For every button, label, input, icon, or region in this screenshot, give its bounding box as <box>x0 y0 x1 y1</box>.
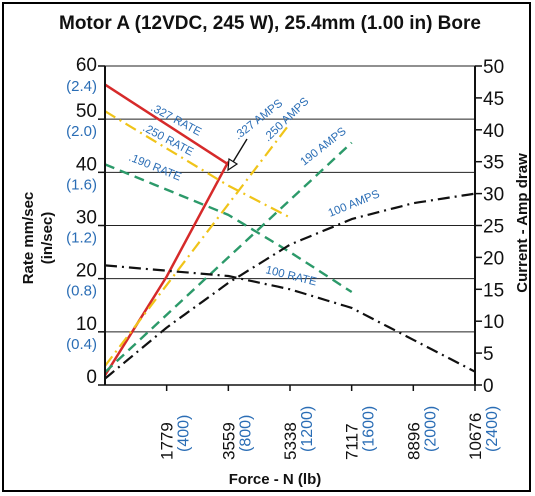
series-line <box>104 110 291 219</box>
y-right-tick-label: 10 <box>483 312 504 333</box>
series-line <box>103 161 230 377</box>
series-label: 190 AMPS <box>298 125 348 168</box>
y-right-tick-label: 40 <box>483 121 504 142</box>
axes <box>98 65 482 391</box>
y-right-tick-label: 5 <box>483 344 494 365</box>
y-left-axis-subtitle: (in/sec) <box>39 212 56 265</box>
y-left-tick-alt-label: (0.8) <box>66 283 97 300</box>
y-right-tick-label: 30 <box>483 185 504 206</box>
arrow-head <box>227 157 239 172</box>
x-tick-label: 8896 <box>404 422 423 460</box>
y-right-tick-label: 50 <box>483 57 504 78</box>
y-left-tick-alt-label: (1.6) <box>66 176 97 193</box>
chart-frame: Motor A (12VDC, 245 W), 25.4mm (1.00 in)… <box>2 2 531 492</box>
y-left-tick-alt-label: (2.0) <box>66 123 97 140</box>
y-left-tick-label: 50 <box>76 101 97 122</box>
x-tick-alt-label: (1600) <box>361 406 378 452</box>
y-left-tick-label: 40 <box>76 154 97 175</box>
y-right-tick-label: 0 <box>483 376 494 397</box>
x-tick-alt-label: (800) <box>237 415 254 452</box>
y-right-tick-label: 45 <box>483 89 504 110</box>
tick-labels: 010(0.4)20(0.8)30(1.2)40(1.6)50(2.0)60(2… <box>66 55 504 460</box>
y-right-tick-label: 15 <box>483 280 504 301</box>
y-left-tick-label: 30 <box>76 208 97 229</box>
x-tick-label: 3559 <box>219 422 238 460</box>
y-left-tick-alt-label: (0.4) <box>66 336 97 353</box>
y-left-axis-title: Rate mm/sec <box>20 192 37 285</box>
series-line <box>104 122 291 367</box>
y-right-tick-label: 25 <box>483 217 504 238</box>
series-line <box>104 163 353 294</box>
series-line <box>104 83 229 166</box>
y-left-tick-label: 20 <box>76 261 97 282</box>
y-right-tick-label: 20 <box>483 248 504 269</box>
x-tick-alt-label: (2400) <box>484 406 501 452</box>
x-tick-alt-label: (2000) <box>422 406 439 452</box>
x-tick-label: 5338 <box>281 422 300 460</box>
series-line <box>104 264 476 373</box>
x-axis-title: Force - N (lb) <box>229 471 322 488</box>
x-tick-label: 7117 <box>343 423 362 460</box>
y-left-tick-alt-label: (2.4) <box>66 78 97 95</box>
series-label: .250 AMPS <box>262 95 312 144</box>
x-tick-label: 10676 <box>466 413 485 460</box>
x-tick-label: 1779 <box>158 422 177 460</box>
y-left-tick-label: 60 <box>76 55 97 76</box>
y-left-tick-alt-label: (1.2) <box>66 230 97 247</box>
series-line <box>104 141 353 374</box>
x-tick-alt-label: (1200) <box>299 406 316 452</box>
chart-title: Motor A (12VDC, 245 W), 25.4mm (1.00 in)… <box>59 13 481 34</box>
y-right-axis-title: Current - Amp draw <box>514 153 531 293</box>
y-right-tick-label: 35 <box>483 153 504 174</box>
arrow-shaft <box>232 138 248 163</box>
y-left-tick-label: 0 <box>86 367 97 388</box>
chart-canvas: Motor A (12VDC, 245 W), 25.4mm (1.00 in)… <box>20 13 531 488</box>
series-layer <box>103 83 476 380</box>
series-line <box>104 192 476 380</box>
x-tick-alt-label: (400) <box>176 415 193 452</box>
series-label: .190 RATE <box>127 152 183 184</box>
y-left-tick-label: 10 <box>76 314 97 335</box>
series-label: 100 AMPS <box>327 188 382 220</box>
